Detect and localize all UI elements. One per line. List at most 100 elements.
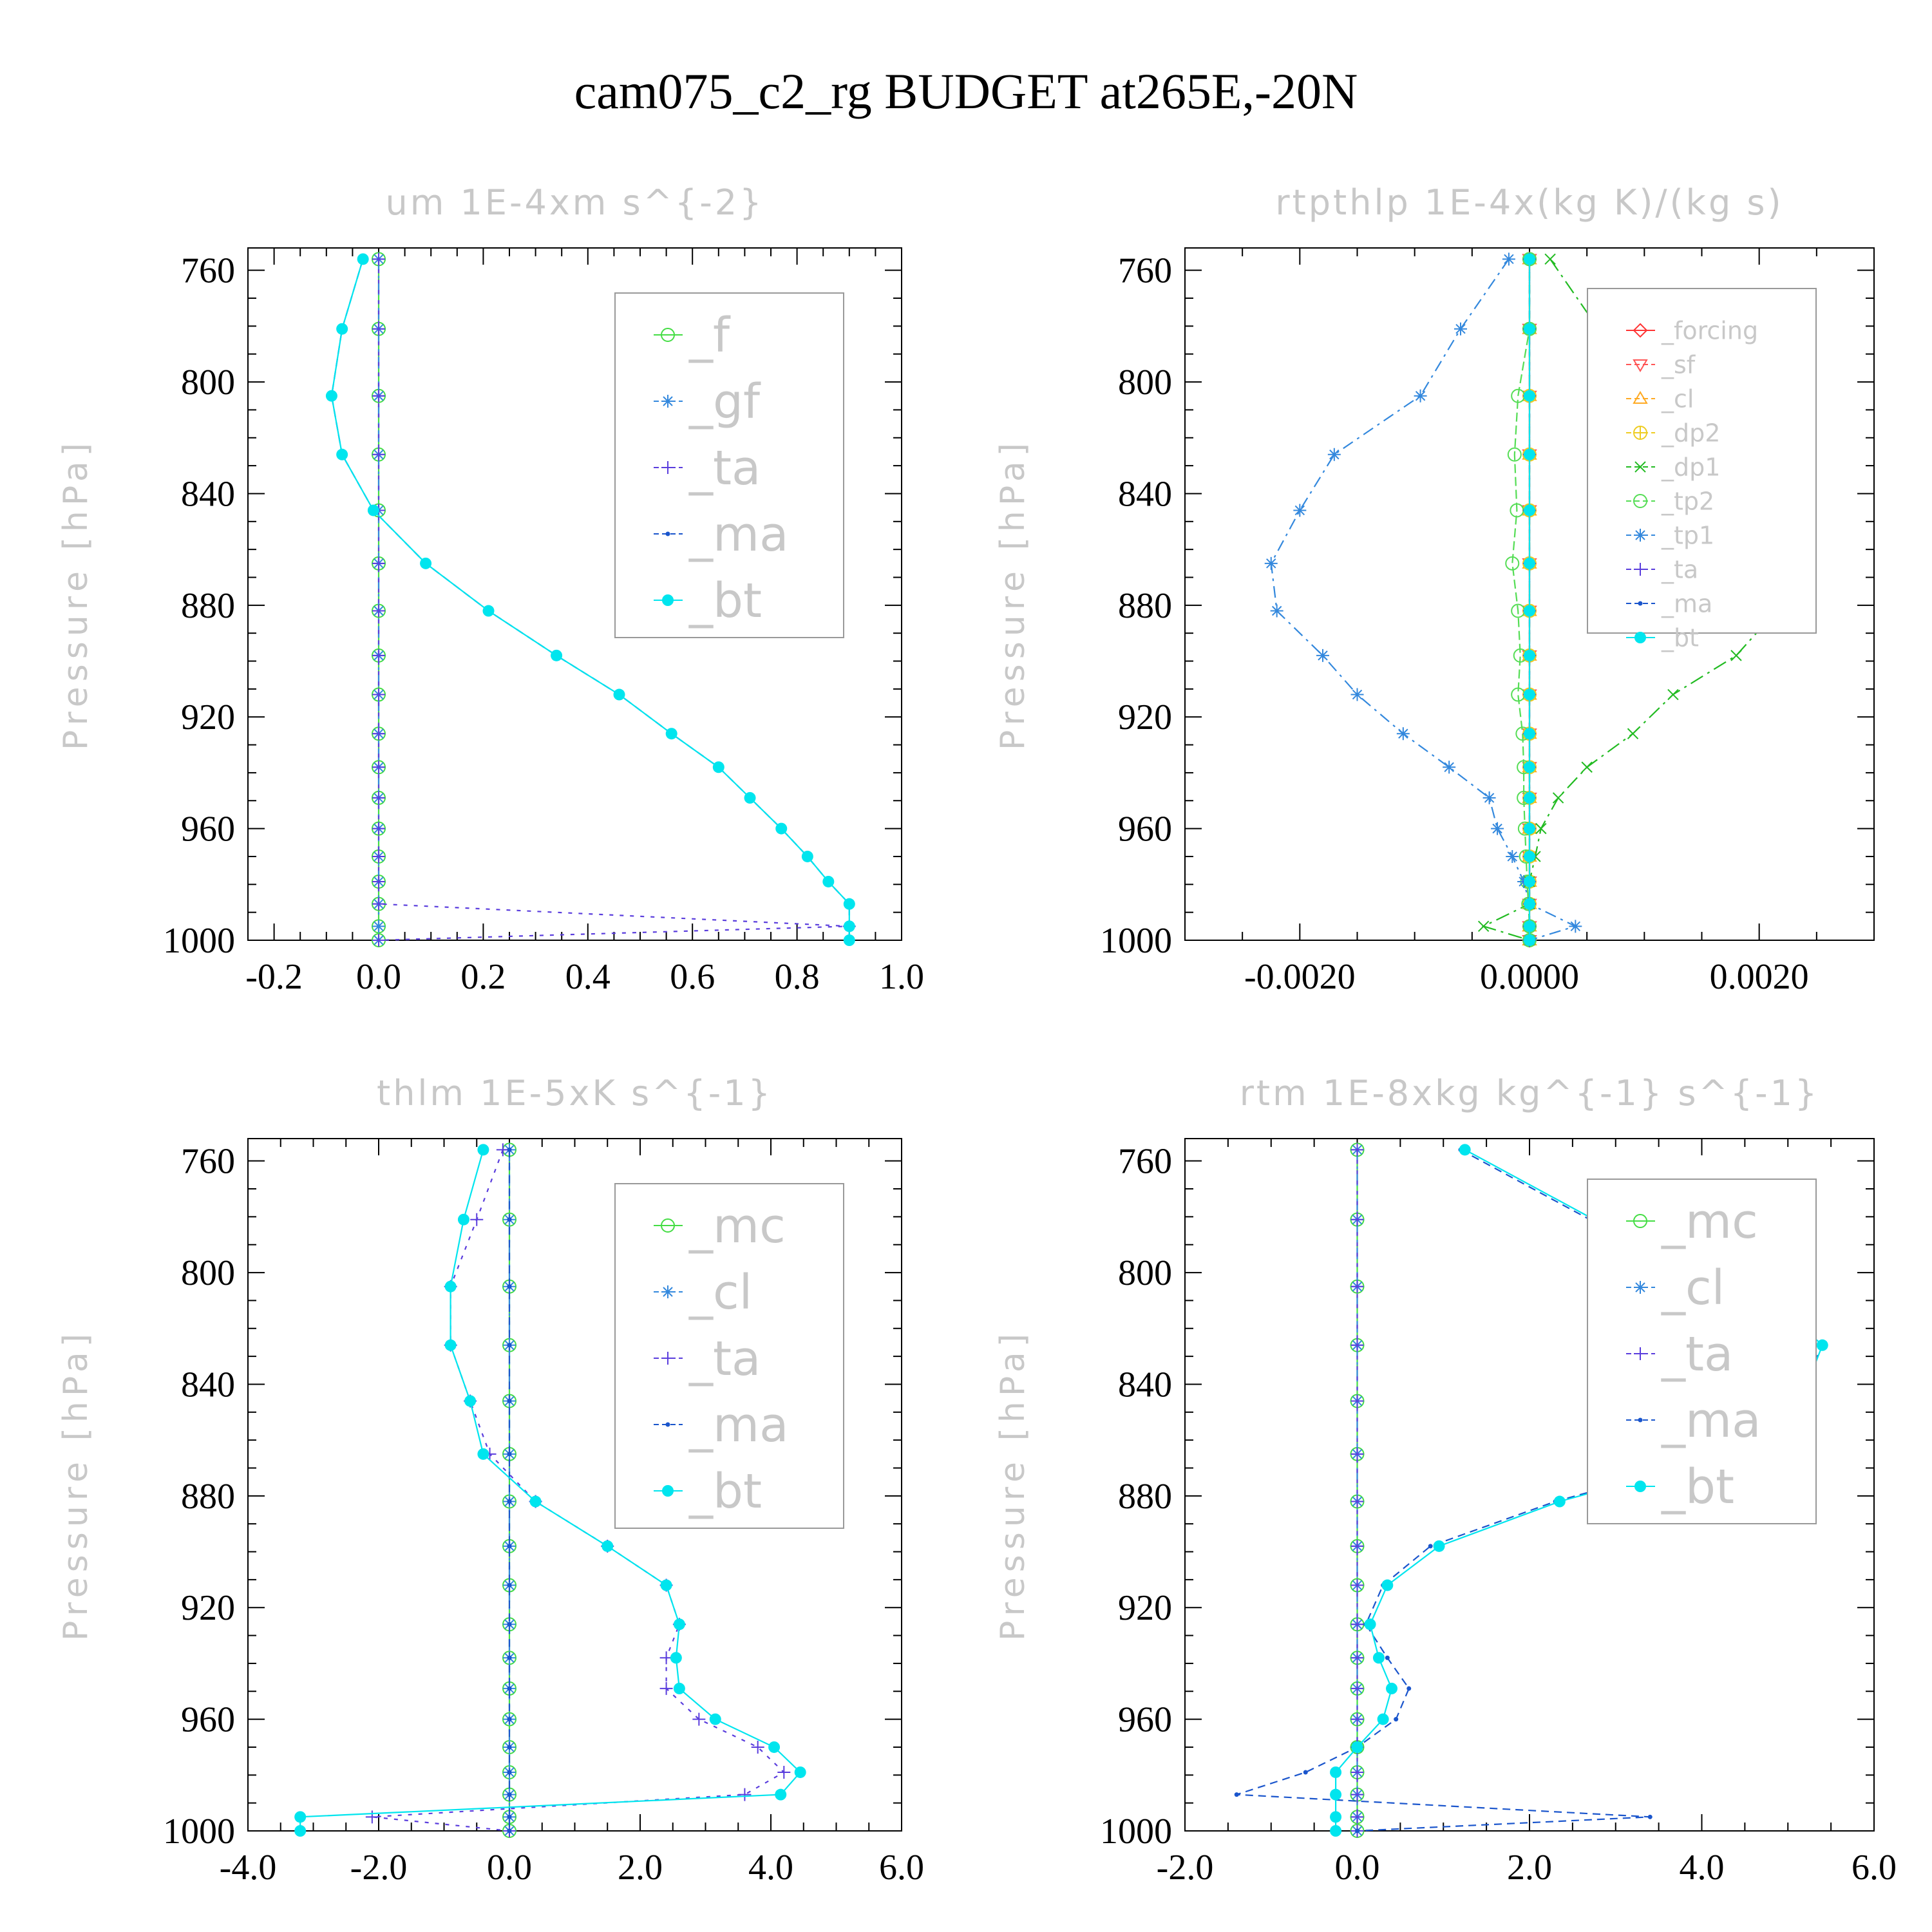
legend-item: _cl <box>1626 384 1694 413</box>
legend-marker <box>661 1285 674 1298</box>
data-point <box>751 1740 764 1754</box>
data-point <box>1264 556 1278 570</box>
data-point <box>457 1213 469 1226</box>
x-tick-label: -2.0 <box>350 1848 408 1888</box>
legend-marker <box>1633 359 1648 372</box>
legend-box <box>1587 1179 1817 1524</box>
data-point <box>738 1788 752 1801</box>
data-point <box>1350 688 1364 701</box>
legend-item: _cl <box>654 1265 752 1320</box>
legend-item: _forcing <box>1626 316 1758 345</box>
legend-label: _ma <box>688 1397 788 1453</box>
y-tick-label: 760 <box>181 1142 235 1182</box>
x-tick-label: 4.0 <box>1680 1848 1725 1888</box>
legend-item: _tp1 <box>1626 521 1714 549</box>
legend-item: _ta <box>654 440 761 496</box>
legend-marker <box>662 594 674 606</box>
data-point <box>1350 1712 1364 1726</box>
legend-marker <box>661 461 674 474</box>
legend-marker <box>661 1352 674 1365</box>
data-point <box>1396 727 1410 741</box>
legend-label: _ma <box>1661 1393 1761 1448</box>
legend-marker <box>1633 391 1648 404</box>
data-point <box>507 1828 512 1833</box>
data-point <box>1385 1655 1390 1660</box>
data-point <box>1316 649 1329 662</box>
legend-label: _cl <box>1661 1260 1725 1316</box>
x-tick-label: 1.0 <box>879 957 924 997</box>
data-point <box>444 1339 457 1351</box>
data-point <box>801 850 813 862</box>
x-tick-label: 4.0 <box>748 1848 793 1888</box>
data-point <box>1381 1579 1394 1591</box>
data-point <box>1535 822 1547 835</box>
legend: _f _gf _ta _ma _bt <box>614 292 844 638</box>
data-point <box>1459 1144 1471 1156</box>
data-point <box>1647 1814 1653 1819</box>
data-point <box>1627 728 1639 739</box>
legend-marker <box>1633 494 1647 508</box>
data-point <box>1581 761 1593 773</box>
data-point <box>482 605 495 617</box>
data-point <box>357 253 369 265</box>
legend-item: _bt <box>1626 1459 1734 1515</box>
x-tick-label: 0.4 <box>565 957 611 997</box>
x-tick-label: 0.0000 <box>1480 957 1579 997</box>
y-tick-label: 800 <box>181 363 235 402</box>
data-point <box>1270 604 1283 618</box>
data-point <box>372 822 385 835</box>
legend-label: _ta <box>1661 555 1698 583</box>
x-tick-label: 2.0 <box>1507 1848 1552 1888</box>
data-point <box>1350 1495 1364 1508</box>
legend: _forcing _sf _cl _dp2 _dp1 _tp2 _tp1 _ta _ma _bt <box>1587 288 1817 652</box>
y-tick-label: 880 <box>181 586 235 626</box>
data-point <box>1553 1495 1566 1508</box>
y-ticks <box>248 1160 902 1832</box>
data-point <box>372 252 385 266</box>
y-tick-label: 920 <box>1118 1588 1172 1628</box>
data-point <box>1477 920 1490 933</box>
data-point <box>1524 688 1535 701</box>
data-point <box>507 1544 512 1549</box>
data-point <box>1524 920 1535 933</box>
series-line <box>1511 259 1531 940</box>
legend-box <box>614 1183 844 1529</box>
data-point <box>372 934 385 947</box>
data-point <box>843 934 855 946</box>
y-tick-label: 760 <box>1118 251 1172 291</box>
data-point <box>507 1686 512 1691</box>
legend-item: _ta <box>1626 1327 1733 1382</box>
panel-title: rtpthlp 1E-4x(kg K)/(kg s) <box>1275 182 1783 223</box>
data-point <box>464 1395 477 1407</box>
chart-panel-um: um 1E-4xm s^{-2} Pressure [hPa] 760 800 840 8… <box>57 182 924 997</box>
x-tick-label: 0.0 <box>487 1848 532 1888</box>
legend-item: _tp2 <box>1626 487 1714 515</box>
y-tick-label: 1000 <box>163 1812 235 1852</box>
y-tick-label: 760 <box>181 251 235 291</box>
legend-label: _dp1 <box>1661 453 1720 481</box>
y-tick-label: 760 <box>1118 1142 1172 1182</box>
data-point <box>372 897 385 911</box>
legend-label: _bt <box>1661 1459 1734 1515</box>
data-point <box>1667 688 1679 701</box>
legend-label: _sf <box>1661 350 1696 379</box>
data-point <box>551 649 563 661</box>
data-point <box>372 761 385 774</box>
y-tick-label: 880 <box>1118 586 1172 626</box>
legend-label: _ma <box>688 507 788 562</box>
data-point <box>1350 1765 1364 1779</box>
data-point <box>1524 728 1535 740</box>
data-point <box>507 1217 512 1222</box>
data-point <box>673 1618 685 1631</box>
legend: _mc _cl _ta _ma _bt <box>1587 1179 1817 1524</box>
legend-marker <box>1634 563 1647 576</box>
data-point <box>1524 605 1535 617</box>
data-point <box>372 389 385 402</box>
y-tick-label: 960 <box>181 810 235 849</box>
legend-label: _f <box>688 308 731 363</box>
x-ticks <box>247 248 902 940</box>
y-tick-label: 800 <box>181 1253 235 1293</box>
data-point <box>372 322 385 336</box>
legend-item: _gf <box>654 374 761 430</box>
data-point <box>507 1343 512 1348</box>
